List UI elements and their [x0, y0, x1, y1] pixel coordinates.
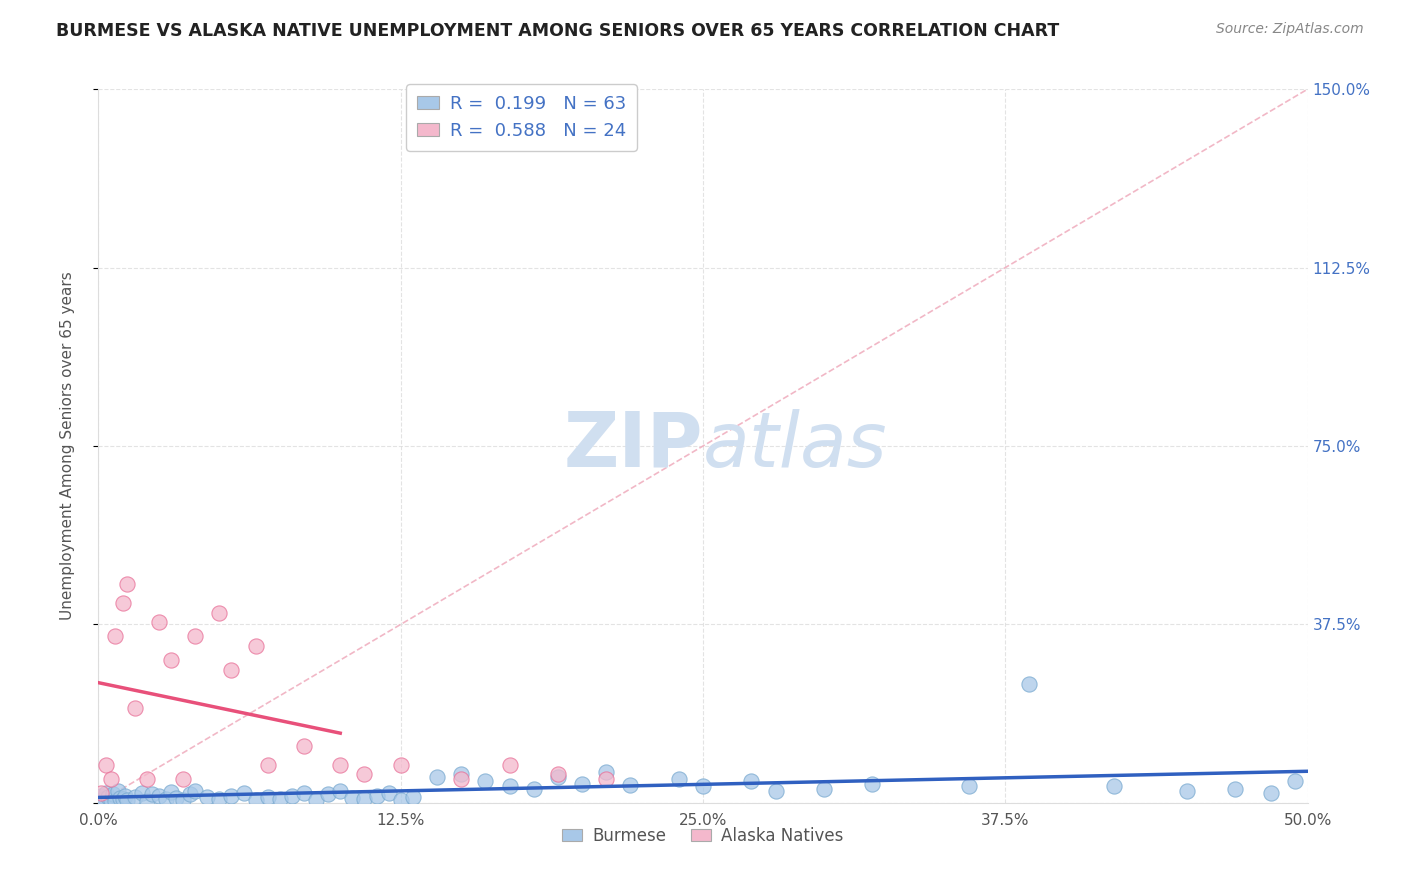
- Text: Source: ZipAtlas.com: Source: ZipAtlas.com: [1216, 22, 1364, 37]
- Point: [94, 757, 117, 772]
- Point: [160, 653, 183, 667]
- Point: [474, 774, 496, 789]
- Point: [498, 757, 520, 772]
- Point: [245, 793, 267, 807]
- Point: [292, 739, 315, 753]
- Point: [450, 767, 472, 781]
- Legend: Burmese, Alaska Natives: Burmese, Alaska Natives: [555, 821, 851, 852]
- Point: [595, 772, 617, 786]
- Point: [1175, 784, 1198, 798]
- Point: [765, 784, 787, 798]
- Point: [281, 789, 304, 803]
- Point: [90, 789, 112, 803]
- Point: [108, 791, 131, 805]
- Point: [957, 779, 980, 793]
- Point: [498, 779, 520, 793]
- Point: [221, 789, 243, 803]
- Point: [100, 772, 122, 786]
- Point: [135, 794, 157, 808]
- Point: [426, 770, 449, 784]
- Point: [114, 789, 136, 803]
- Point: [160, 785, 183, 799]
- Point: [165, 791, 187, 805]
- Point: [124, 700, 146, 714]
- Point: [155, 792, 177, 806]
- Point: [141, 787, 163, 801]
- Point: [571, 777, 593, 791]
- Point: [245, 639, 267, 653]
- Point: [135, 772, 157, 786]
- Point: [402, 790, 425, 805]
- Point: [111, 792, 134, 806]
- Point: [148, 615, 170, 629]
- Point: [450, 772, 472, 786]
- Point: [1260, 786, 1282, 800]
- Point: [547, 767, 569, 781]
- Text: atlas: atlas: [703, 409, 887, 483]
- Point: [547, 770, 569, 784]
- Point: [208, 792, 231, 806]
- Point: [269, 792, 291, 806]
- Point: [692, 779, 714, 793]
- Text: BURMESE VS ALASKA NATIVE UNEMPLOYMENT AMONG SENIORS OVER 65 YEARS CORRELATION CH: BURMESE VS ALASKA NATIVE UNEMPLOYMENT AM…: [56, 22, 1060, 40]
- Point: [131, 786, 153, 800]
- Point: [1102, 779, 1125, 793]
- Point: [117, 793, 139, 807]
- Point: [1018, 677, 1040, 691]
- Text: ZIP: ZIP: [564, 409, 703, 483]
- Point: [184, 784, 207, 798]
- Y-axis label: Unemployment Among Seniors over 65 years: Unemployment Among Seniors over 65 years: [60, 272, 75, 620]
- Point: [523, 781, 546, 796]
- Point: [342, 791, 364, 805]
- Point: [256, 757, 278, 772]
- Point: [329, 784, 352, 798]
- Point: [91, 792, 114, 806]
- Point: [389, 757, 412, 772]
- Point: [305, 793, 328, 807]
- Point: [256, 790, 278, 805]
- Point: [124, 790, 146, 805]
- Point: [172, 793, 194, 807]
- Point: [148, 789, 170, 803]
- Point: [316, 787, 339, 801]
- Point: [668, 772, 690, 786]
- Point: [353, 767, 375, 781]
- Point: [101, 787, 124, 801]
- Point: [172, 772, 194, 786]
- Point: [860, 777, 883, 791]
- Point: [740, 774, 762, 789]
- Point: [377, 786, 399, 800]
- Point: [1223, 781, 1246, 796]
- Point: [107, 784, 129, 798]
- Point: [595, 764, 617, 779]
- Point: [232, 786, 254, 800]
- Point: [221, 663, 243, 677]
- Point: [90, 786, 112, 800]
- Point: [94, 786, 117, 800]
- Point: [195, 790, 218, 805]
- Point: [104, 794, 127, 808]
- Point: [97, 790, 120, 805]
- Point: [366, 789, 388, 803]
- Point: [292, 786, 315, 800]
- Point: [184, 629, 207, 643]
- Point: [208, 606, 231, 620]
- Point: [117, 577, 139, 591]
- Point: [179, 787, 201, 801]
- Point: [100, 793, 122, 807]
- Point: [813, 781, 835, 796]
- Point: [389, 793, 412, 807]
- Point: [619, 778, 641, 792]
- Point: [353, 792, 375, 806]
- Point: [329, 757, 352, 772]
- Point: [1284, 774, 1306, 789]
- Point: [104, 629, 127, 643]
- Point: [111, 596, 134, 610]
